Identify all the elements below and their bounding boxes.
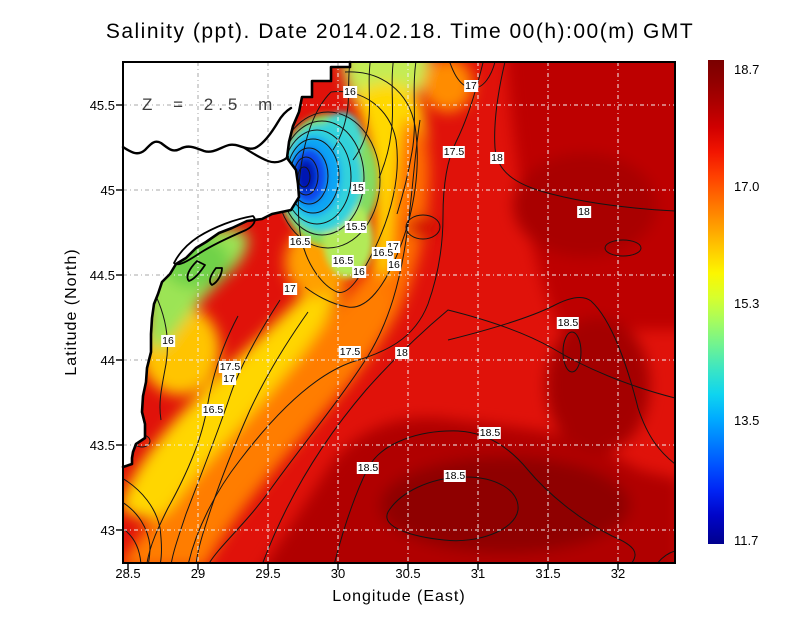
x-tick-label: 30.5 <box>395 566 421 581</box>
colorbar-tick-label: 17.0 <box>734 179 760 194</box>
contour-value-label: 16.5 <box>331 255 355 267</box>
y-tick-label: 45 <box>100 183 115 198</box>
contour-value-label: 18.5 <box>556 317 580 329</box>
colorbar-tick-label: 18.7 <box>734 62 760 77</box>
contour-value-label: 18.5 <box>356 462 380 474</box>
contour-value-label: 16.5 <box>288 236 312 248</box>
land-mask <box>123 62 350 467</box>
contour-value-label: 18.5 <box>443 470 467 482</box>
contour-value-label: 16 <box>161 335 175 347</box>
axis-ticks <box>116 104 619 570</box>
colorbar-tick-label: 15.3 <box>734 296 760 311</box>
depth-annotation: Z = 2.5 m <box>142 95 278 114</box>
y-tick-label: 44 <box>100 353 115 368</box>
contour-value-label: 15.5 <box>344 221 368 233</box>
x-axis-title: Longitude (East) <box>332 588 466 605</box>
colorbar-tick-label: 13.5 <box>734 413 760 428</box>
plot-title: Salinity (ppt). Date 2014.02.18. Time 00… <box>105 20 695 43</box>
contour-value-label: 17.5 <box>218 361 242 373</box>
y-tick-label: 43 <box>100 523 115 538</box>
contour-value-label: 18 <box>490 152 504 164</box>
x-tick-label: 32 <box>610 566 626 581</box>
y-tick-label: 44.5 <box>89 268 115 283</box>
contour-value-label: 17 <box>464 80 478 92</box>
danube-river <box>121 106 293 155</box>
y-tick-label: 43.5 <box>89 438 115 453</box>
coastline <box>121 60 352 469</box>
contour-value-label: 17.5 <box>338 346 362 358</box>
contour-value-label: 16 <box>343 86 357 98</box>
y-tick-label: 45.5 <box>89 98 115 113</box>
y-axis-title: Latitude (North) <box>63 248 80 376</box>
x-tick-label: 28.5 <box>115 566 141 581</box>
contour-value-label: 18 <box>577 206 591 218</box>
contour-value-label: 18.5 <box>478 427 502 439</box>
contour-value-label: 17.5 <box>442 146 466 158</box>
x-tick-label: 29 <box>190 566 206 581</box>
x-tick-label: 30 <box>330 566 346 581</box>
x-tick-label: 29.5 <box>255 566 281 581</box>
contour-value-label: 16.5 <box>201 404 225 416</box>
contour-value-label: 16 <box>387 259 401 271</box>
colorbar-tick-label: 11.7 <box>734 533 759 548</box>
contour-value-label: 15 <box>351 182 365 194</box>
contour-value-label: 17 <box>283 283 297 295</box>
contour-value-label: 16.5 <box>371 247 395 259</box>
x-tick-label: 31.5 <box>535 566 561 581</box>
lagoon-outline <box>173 215 256 266</box>
x-tick-label: 31 <box>470 566 486 581</box>
danube-river-branch <box>241 145 290 164</box>
lagoon-outline <box>186 260 206 282</box>
lagoon-outline <box>209 267 223 286</box>
plot-frame <box>122 61 676 564</box>
contour-value-label: 17 <box>222 373 236 385</box>
contour-value-label: 18 <box>395 347 409 359</box>
contour-value-label: 16 <box>352 266 366 278</box>
colorbar <box>708 60 724 544</box>
